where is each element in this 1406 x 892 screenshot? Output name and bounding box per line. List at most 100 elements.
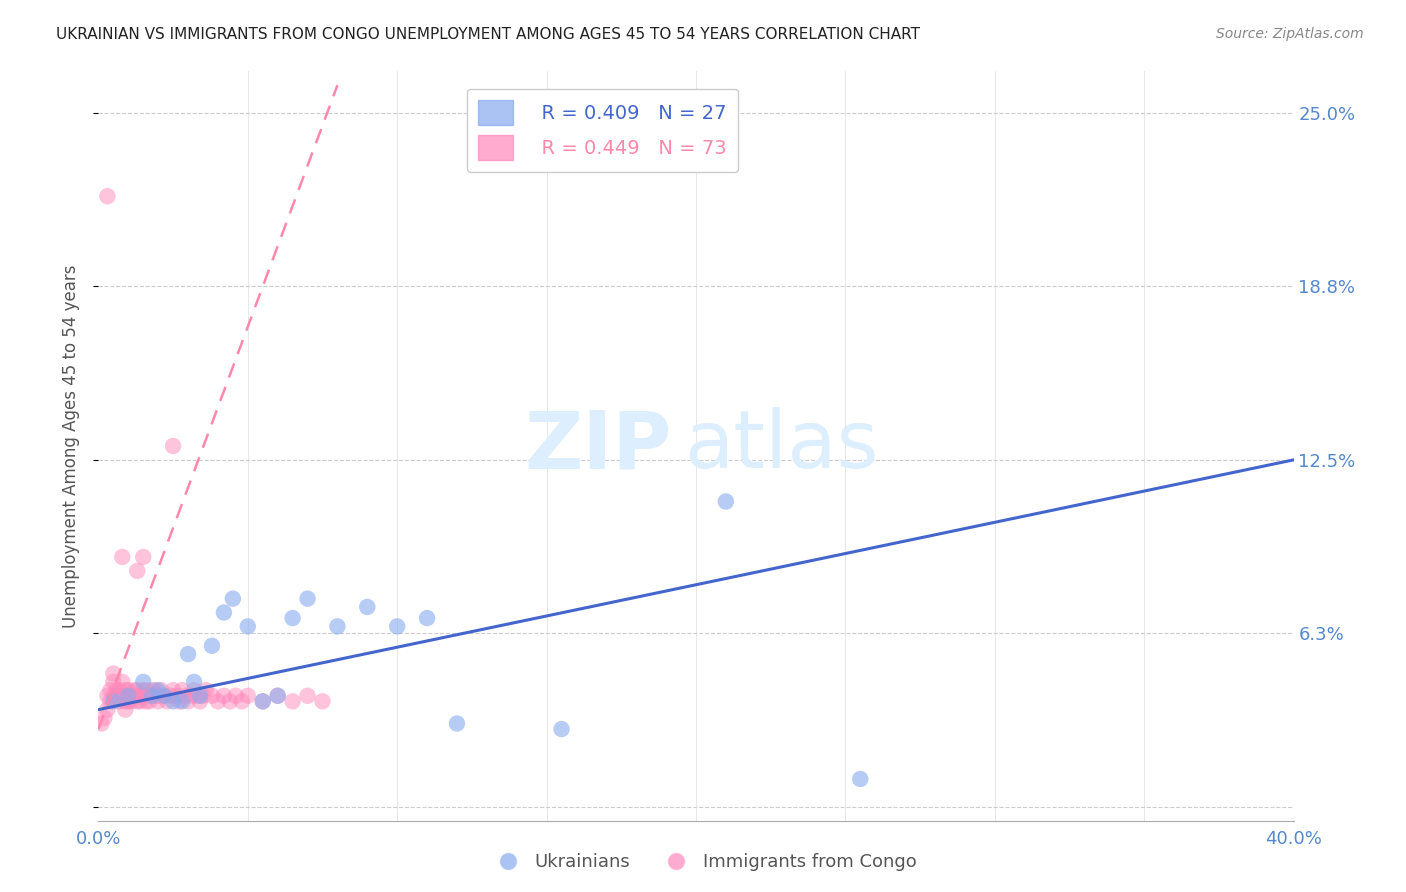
Point — [186, 689, 208, 703]
Point — [114, 694, 136, 708]
Y-axis label: Unemployment Among Ages 45 to 54 years: Unemployment Among Ages 45 to 54 years — [62, 264, 80, 628]
Point — [114, 683, 136, 698]
Point — [108, 683, 131, 698]
Point — [114, 703, 136, 717]
Point — [111, 689, 134, 703]
Point — [311, 694, 333, 708]
Point — [849, 772, 872, 786]
Point — [212, 689, 235, 703]
Point — [120, 694, 142, 708]
Point — [267, 689, 290, 703]
Legend:   R = 0.409   N = 27,   R = 0.449   N = 73: R = 0.409 N = 27, R = 0.449 N = 73 — [467, 88, 738, 171]
Point — [416, 611, 439, 625]
Point — [165, 689, 187, 703]
Point — [201, 689, 224, 703]
Point — [219, 694, 242, 708]
Point — [148, 683, 170, 698]
Point — [162, 694, 184, 708]
Point — [153, 689, 176, 703]
Point — [120, 689, 142, 703]
Point — [225, 689, 247, 703]
Point — [117, 694, 139, 708]
Point — [141, 683, 163, 698]
Point — [138, 694, 160, 708]
Point — [143, 689, 166, 703]
Point — [172, 683, 194, 698]
Point — [297, 689, 319, 703]
Point — [127, 694, 149, 708]
Point — [159, 689, 181, 703]
Point — [98, 683, 122, 698]
Point — [96, 703, 118, 717]
Point — [281, 611, 304, 625]
Point — [162, 439, 184, 453]
Point — [356, 599, 378, 614]
Point — [236, 689, 259, 703]
Point — [103, 694, 125, 708]
Point — [188, 689, 211, 703]
Point — [252, 694, 274, 708]
Point — [326, 619, 349, 633]
Point — [124, 683, 146, 698]
Point — [90, 716, 112, 731]
Point — [105, 683, 128, 698]
Point — [195, 683, 218, 698]
Point — [177, 694, 200, 708]
Point — [111, 674, 134, 689]
Point — [222, 591, 245, 606]
Point — [132, 549, 155, 564]
Point — [191, 689, 214, 703]
Point — [117, 689, 139, 703]
Point — [281, 694, 304, 708]
Point — [148, 689, 170, 703]
Point — [96, 689, 118, 703]
Point — [156, 694, 179, 708]
Point — [129, 694, 152, 708]
Point — [207, 694, 229, 708]
Point — [135, 694, 157, 708]
Point — [127, 683, 149, 698]
Point — [174, 689, 197, 703]
Point — [267, 689, 290, 703]
Point — [446, 716, 468, 731]
Point — [188, 694, 211, 708]
Point — [201, 639, 224, 653]
Point — [236, 619, 259, 633]
Point — [180, 689, 202, 703]
Point — [132, 683, 155, 698]
Point — [183, 683, 205, 698]
Point — [231, 694, 253, 708]
Point — [96, 189, 118, 203]
Point — [124, 689, 146, 703]
Point — [127, 564, 149, 578]
Point — [167, 694, 190, 708]
Point — [162, 683, 184, 698]
Point — [150, 683, 173, 698]
Point — [93, 711, 115, 725]
Point — [141, 689, 163, 703]
Point — [105, 689, 128, 703]
Point — [385, 619, 409, 633]
Point — [111, 549, 134, 564]
Point — [153, 689, 176, 703]
Point — [103, 674, 125, 689]
Point — [132, 674, 155, 689]
Point — [172, 694, 194, 708]
Point — [117, 689, 139, 703]
Point — [714, 494, 737, 508]
Point — [297, 591, 319, 606]
Point — [212, 606, 235, 620]
Point — [135, 683, 157, 698]
Point — [98, 694, 122, 708]
Text: ZIP: ZIP — [524, 407, 672, 485]
Text: UKRAINIAN VS IMMIGRANTS FROM CONGO UNEMPLOYMENT AMONG AGES 45 TO 54 YEARS CORREL: UKRAINIAN VS IMMIGRANTS FROM CONGO UNEMP… — [56, 27, 921, 42]
Point — [252, 694, 274, 708]
Point — [117, 683, 139, 698]
Text: Source: ZipAtlas.com: Source: ZipAtlas.com — [1216, 27, 1364, 41]
Point — [177, 647, 200, 661]
Point — [183, 674, 205, 689]
Point — [103, 689, 125, 703]
Point — [138, 689, 160, 703]
Point — [103, 666, 125, 681]
Text: atlas: atlas — [685, 407, 879, 485]
